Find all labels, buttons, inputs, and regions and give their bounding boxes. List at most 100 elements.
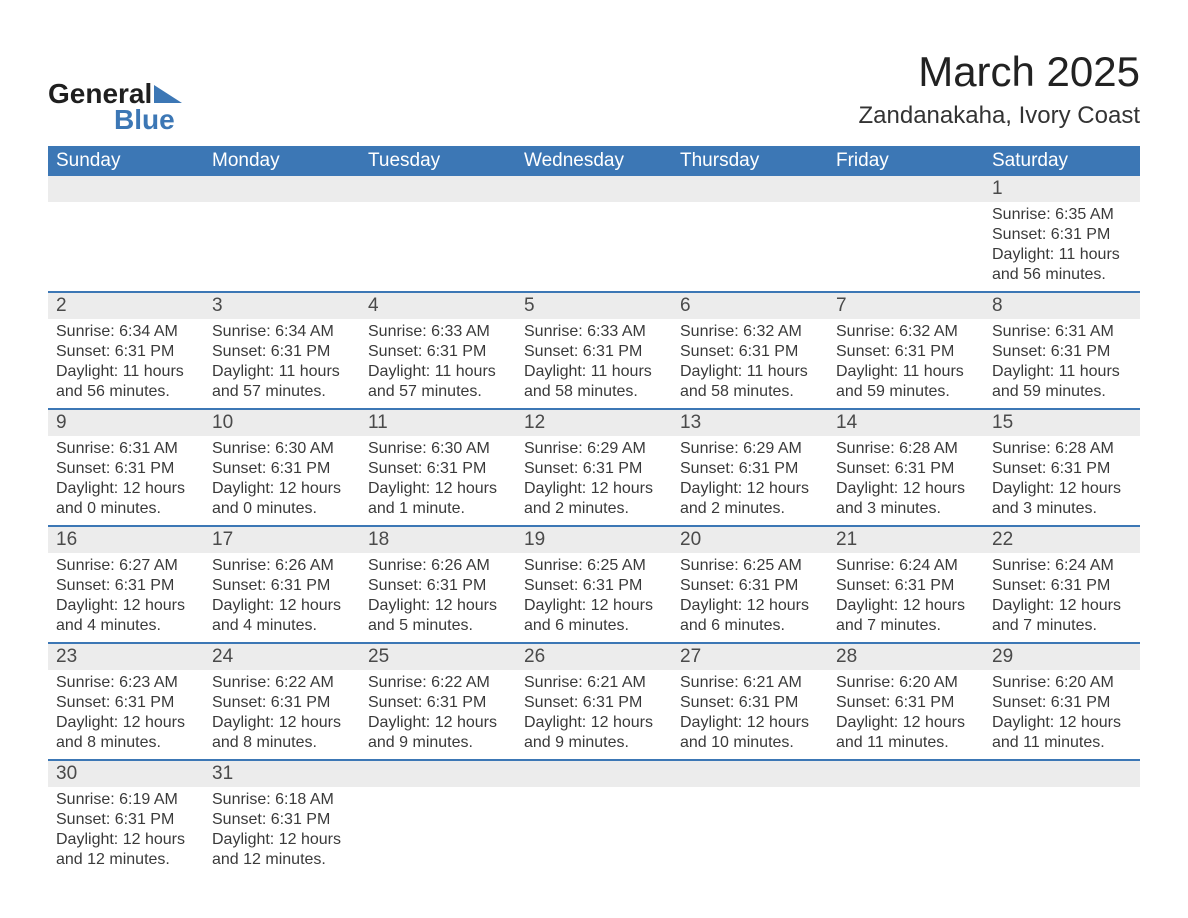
day-dl2: and 7 minutes. <box>992 616 1132 636</box>
day-dl2: and 7 minutes. <box>836 616 976 636</box>
day-info-cell <box>828 787 984 876</box>
dow-sunday: Sunday <box>48 146 204 176</box>
day-dl1: Daylight: 12 hours <box>992 596 1132 616</box>
day-info-cell: Sunrise: 6:22 AMSunset: 6:31 PMDaylight:… <box>360 670 516 760</box>
day-dl1: Daylight: 12 hours <box>212 830 352 850</box>
day-info-cell: Sunrise: 6:26 AMSunset: 6:31 PMDaylight:… <box>360 553 516 643</box>
day-info-cell <box>516 787 672 876</box>
day-dl2: and 9 minutes. <box>368 733 508 753</box>
day-info-cell: Sunrise: 6:32 AMSunset: 6:31 PMDaylight:… <box>828 319 984 409</box>
info-row: Sunrise: 6:27 AMSunset: 6:31 PMDaylight:… <box>48 553 1140 643</box>
day-dl2: and 9 minutes. <box>524 733 664 753</box>
day-sr: Sunrise: 6:23 AM <box>56 673 196 693</box>
day-dl1: Daylight: 12 hours <box>368 479 508 499</box>
day-number-cell: 16 <box>48 527 204 554</box>
day-sr: Sunrise: 6:28 AM <box>836 439 976 459</box>
title-block: March 2025 Zandanakaha, Ivory Coast <box>859 48 1141 130</box>
dow-tuesday: Tuesday <box>360 146 516 176</box>
day-dl1: Daylight: 12 hours <box>56 713 196 733</box>
day-dl2: and 3 minutes. <box>836 499 976 519</box>
day-ss: Sunset: 6:31 PM <box>212 459 352 479</box>
day-dl1: Daylight: 11 hours <box>992 362 1132 382</box>
day-dl1: Daylight: 12 hours <box>56 596 196 616</box>
day-number-cell: 8 <box>984 293 1140 320</box>
day-number-cell: 11 <box>360 410 516 437</box>
day-info-cell: Sunrise: 6:33 AMSunset: 6:31 PMDaylight:… <box>360 319 516 409</box>
day-info-cell <box>672 787 828 876</box>
day-info-cell <box>360 202 516 292</box>
info-row: Sunrise: 6:35 AMSunset: 6:31 PMDaylight:… <box>48 202 1140 292</box>
day-info-cell: Sunrise: 6:29 AMSunset: 6:31 PMDaylight:… <box>516 436 672 526</box>
day-ss: Sunset: 6:31 PM <box>524 576 664 596</box>
day-dl2: and 2 minutes. <box>680 499 820 519</box>
day-number-cell <box>48 176 204 202</box>
day-ss: Sunset: 6:31 PM <box>212 342 352 362</box>
day-info-cell: Sunrise: 6:21 AMSunset: 6:31 PMDaylight:… <box>516 670 672 760</box>
day-sr: Sunrise: 6:27 AM <box>56 556 196 576</box>
daynum-row: 1 <box>48 176 1140 202</box>
dow-friday: Friday <box>828 146 984 176</box>
calendar-body: 1Sunrise: 6:35 AMSunset: 6:31 PMDaylight… <box>48 176 1140 876</box>
day-number-cell: 5 <box>516 293 672 320</box>
day-sr: Sunrise: 6:25 AM <box>524 556 664 576</box>
day-dl2: and 58 minutes. <box>680 382 820 402</box>
day-dl2: and 4 minutes. <box>56 616 196 636</box>
day-number-cell: 26 <box>516 644 672 671</box>
day-number-cell: 4 <box>360 293 516 320</box>
day-number-cell: 10 <box>204 410 360 437</box>
day-sr: Sunrise: 6:33 AM <box>368 322 508 342</box>
day-sr: Sunrise: 6:29 AM <box>680 439 820 459</box>
day-sr: Sunrise: 6:22 AM <box>368 673 508 693</box>
day-sr: Sunrise: 6:33 AM <box>524 322 664 342</box>
day-ss: Sunset: 6:31 PM <box>680 459 820 479</box>
day-dl1: Daylight: 11 hours <box>836 362 976 382</box>
day-info-cell <box>672 202 828 292</box>
day-number-cell: 27 <box>672 644 828 671</box>
day-dl1: Daylight: 12 hours <box>212 596 352 616</box>
day-number-cell <box>360 761 516 788</box>
day-number-cell: 28 <box>828 644 984 671</box>
day-ss: Sunset: 6:31 PM <box>836 459 976 479</box>
day-sr: Sunrise: 6:28 AM <box>992 439 1132 459</box>
day-sr: Sunrise: 6:22 AM <box>212 673 352 693</box>
day-number-cell: 22 <box>984 527 1140 554</box>
day-sr: Sunrise: 6:26 AM <box>368 556 508 576</box>
day-dl1: Daylight: 11 hours <box>56 362 196 382</box>
location: Zandanakaha, Ivory Coast <box>859 102 1141 130</box>
day-sr: Sunrise: 6:30 AM <box>368 439 508 459</box>
info-row: Sunrise: 6:34 AMSunset: 6:31 PMDaylight:… <box>48 319 1140 409</box>
day-ss: Sunset: 6:31 PM <box>836 342 976 362</box>
day-ss: Sunset: 6:31 PM <box>680 342 820 362</box>
day-number-cell <box>672 176 828 202</box>
day-sr: Sunrise: 6:19 AM <box>56 790 196 810</box>
day-ss: Sunset: 6:31 PM <box>212 576 352 596</box>
day-sr: Sunrise: 6:30 AM <box>212 439 352 459</box>
day-dl2: and 58 minutes. <box>524 382 664 402</box>
day-info-cell: Sunrise: 6:19 AMSunset: 6:31 PMDaylight:… <box>48 787 204 876</box>
day-info-cell: Sunrise: 6:33 AMSunset: 6:31 PMDaylight:… <box>516 319 672 409</box>
day-dl2: and 56 minutes. <box>992 265 1132 285</box>
day-ss: Sunset: 6:31 PM <box>56 576 196 596</box>
dow-saturday: Saturday <box>984 146 1140 176</box>
day-dl2: and 1 minute. <box>368 499 508 519</box>
day-dl1: Daylight: 11 hours <box>212 362 352 382</box>
day-dl2: and 8 minutes. <box>56 733 196 753</box>
day-number-cell: 3 <box>204 293 360 320</box>
day-info-cell: Sunrise: 6:30 AMSunset: 6:31 PMDaylight:… <box>360 436 516 526</box>
day-sr: Sunrise: 6:21 AM <box>524 673 664 693</box>
day-number-cell: 31 <box>204 761 360 788</box>
day-sr: Sunrise: 6:25 AM <box>680 556 820 576</box>
day-dl1: Daylight: 12 hours <box>680 479 820 499</box>
day-dl1: Daylight: 11 hours <box>680 362 820 382</box>
day-sr: Sunrise: 6:35 AM <box>992 205 1132 225</box>
day-dl1: Daylight: 12 hours <box>680 596 820 616</box>
day-info-cell: Sunrise: 6:25 AMSunset: 6:31 PMDaylight:… <box>516 553 672 643</box>
day-dl2: and 3 minutes. <box>992 499 1132 519</box>
day-number-cell <box>516 761 672 788</box>
day-info-cell: Sunrise: 6:22 AMSunset: 6:31 PMDaylight:… <box>204 670 360 760</box>
day-sr: Sunrise: 6:31 AM <box>56 439 196 459</box>
day-dl1: Daylight: 12 hours <box>836 479 976 499</box>
logo-word2: Blue <box>114 104 182 136</box>
day-info-cell: Sunrise: 6:34 AMSunset: 6:31 PMDaylight:… <box>204 319 360 409</box>
info-row: Sunrise: 6:19 AMSunset: 6:31 PMDaylight:… <box>48 787 1140 876</box>
